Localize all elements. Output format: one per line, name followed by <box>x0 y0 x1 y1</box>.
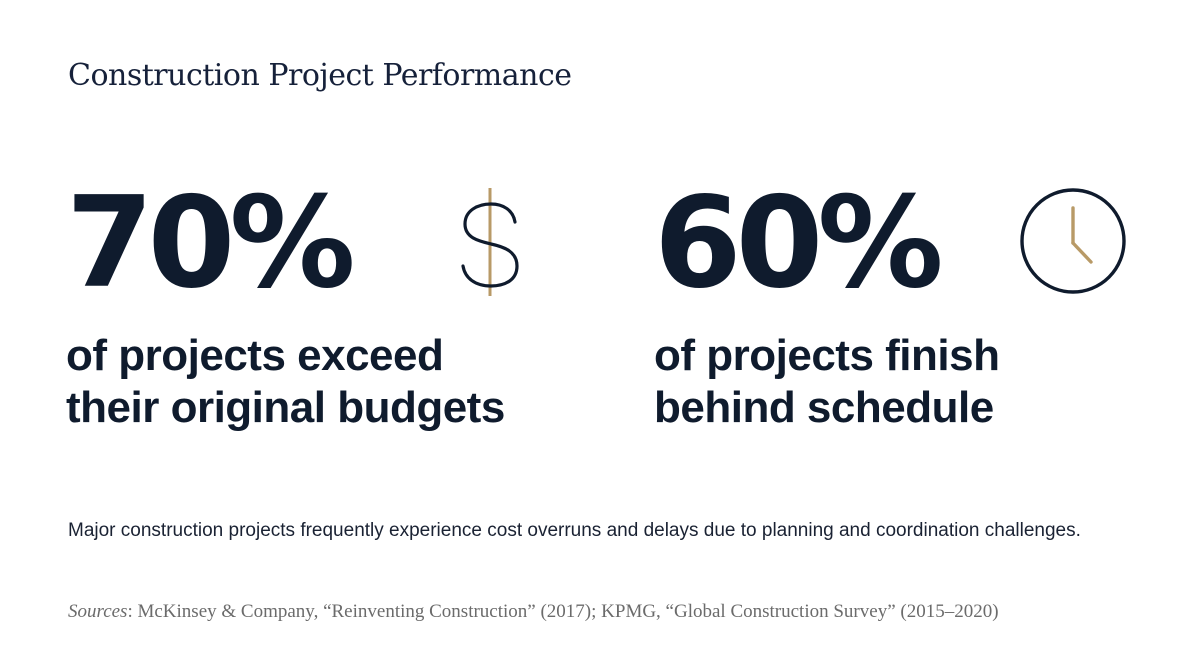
page-title: Construction Project Performance <box>68 58 572 93</box>
stat-schedule-caption-line2: behind schedule <box>654 383 994 432</box>
stat-schedule-value: 60% <box>654 169 944 316</box>
stat-budget-caption-line2: their original budgets <box>66 383 505 432</box>
stat-budget: 70% of projects exceed their original bu… <box>66 169 505 434</box>
stat-schedule-caption-line1: of projects finish <box>654 331 1000 380</box>
description-text: Major construction projects frequently e… <box>68 520 1081 541</box>
clock-icon <box>1020 188 1126 294</box>
stat-budget-caption-line1: of projects exceed <box>66 331 444 380</box>
sources-citation: Sources: McKinsey & Company, “Reinventin… <box>68 601 999 623</box>
stat-schedule: 60% of projects finish behind schedule <box>654 169 1000 434</box>
dollar-sign-icon <box>461 188 519 296</box>
sources-text: : McKinsey & Company, “Reinventing Const… <box>127 601 999 622</box>
stat-schedule-caption: of projects finish behind schedule <box>654 330 1000 434</box>
sources-label: Sources <box>68 601 128 622</box>
stat-budget-caption: of projects exceed their original budget… <box>66 330 505 434</box>
stat-budget-value: 70% <box>66 169 356 316</box>
